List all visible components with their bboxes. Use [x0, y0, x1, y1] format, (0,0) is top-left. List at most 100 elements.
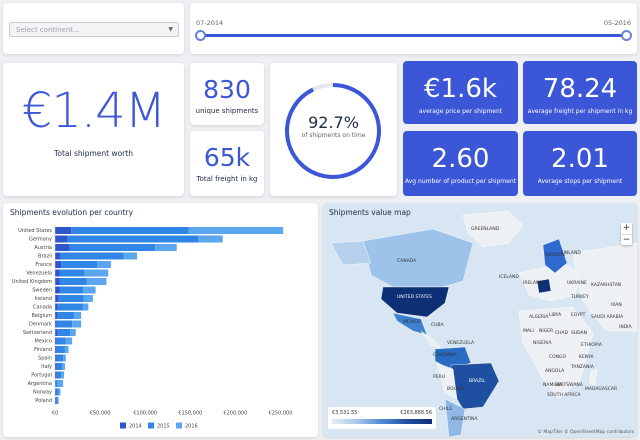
stacked-bar-chart: United States Germany Austria Brazil France V… — [12, 225, 292, 430]
map-legend-gradient — [332, 419, 432, 424]
bar-segment-2014 — [55, 244, 70, 251]
slider-start-label: 07-2014 — [196, 19, 224, 27]
map-legend: €3,531.55 €263,888.56 — [328, 407, 436, 429]
map-title: Shipments value map — [329, 208, 411, 217]
bar-segment-2015 — [55, 380, 58, 387]
avg-stops-card: 2.01 Average stops per shipment — [523, 131, 637, 196]
map-label-madagascar: MADAGASCAR — [585, 387, 618, 392]
bar-segment-2015 — [56, 320, 73, 328]
bar-segment-2015 — [59, 269, 85, 277]
continent-select-placeholder: Select continent... — [16, 26, 80, 34]
bar-segment-2015 — [56, 337, 66, 345]
x-tick-label: €50,000 — [90, 411, 111, 417]
bar-segment-2016 — [73, 312, 82, 319]
bar-segment-2016 — [86, 278, 107, 285]
y-tick-label: Mexico — [35, 339, 52, 345]
bar-segment-2014 — [55, 388, 56, 396]
bar-segment-2014 — [55, 303, 58, 311]
map-label-finland: FINLAND — [561, 251, 581, 256]
y-tick-label: Sweden — [32, 288, 52, 294]
y-tick-label: Norway — [33, 390, 52, 396]
map-label-peru: PERU — [433, 375, 445, 380]
continent-select[interactable]: Select continent... ▼ — [9, 22, 179, 37]
slider-end-label: 05-2016 — [603, 19, 631, 27]
y-tick-label: Austria — [34, 245, 52, 251]
avg-freight-card: 78.24 average freight per shipment in kg — [523, 61, 637, 124]
map-label-chile: CHILE — [439, 407, 453, 412]
map-label-india: INDIA — [619, 325, 632, 330]
zoom-in-button[interactable]: + — [622, 223, 631, 233]
map-label-chad: CHAD — [555, 331, 569, 336]
avg-products-card: 2.60 Avg number of product per shipment — [403, 131, 518, 196]
slider-start-handle[interactable] — [195, 30, 206, 41]
map-label-canada: CANADA — [397, 259, 417, 264]
bar-segment-2014 — [55, 295, 59, 302]
total-worth-value: €1.4M — [21, 83, 166, 139]
avg-freight-value: 78.24 — [542, 74, 618, 104]
map-label-mexico: MEXICO — [403, 320, 421, 325]
slider-track[interactable] — [200, 34, 627, 37]
x-tick-label: €200,000 — [223, 411, 247, 417]
map-label-algeria: ALGERIA — [529, 315, 549, 320]
bar-segment-2016 — [63, 354, 66, 362]
map-legend-min: €3,531.55 — [332, 410, 358, 416]
avg-products-value: 2.60 — [431, 144, 490, 174]
legend-swatch-2015 — [148, 422, 154, 429]
map-label-bolivia: BOLIVIA — [447, 387, 465, 392]
map-label-tanzania: TANZANIA — [571, 365, 594, 370]
bar-segment-2016 — [82, 303, 89, 311]
unique-shipments-card: 830 unique shipments — [190, 63, 264, 125]
map-label-colombia: COLOMBIA — [433, 353, 457, 358]
bar-segment-2015 — [57, 303, 83, 311]
map-mexico — [392, 312, 428, 336]
bar-segment-2014 — [55, 371, 57, 379]
bar-segment-2015 — [58, 295, 84, 302]
map-usa — [380, 286, 450, 318]
bar-segment-2015 — [69, 244, 156, 251]
map-label-kenya: KENYA — [579, 355, 594, 360]
bar-segment-2016 — [97, 261, 111, 268]
zoom-out-button[interactable]: − — [621, 234, 632, 245]
y-tick-label: Germany — [29, 237, 52, 243]
on-time-card: 92.7% of shipments on time — [270, 63, 397, 196]
slider-end-handle[interactable] — [621, 30, 632, 41]
bar-segment-2016 — [57, 380, 64, 387]
y-tick-label: Poland — [35, 398, 52, 404]
bar-segment-2014 — [55, 346, 57, 353]
legend-label-2014: 2014 — [129, 424, 142, 430]
avg-price-card: €1.6k average price per shipment — [403, 61, 518, 124]
bar-segment-2014 — [55, 227, 72, 234]
y-tick-label: Canada — [33, 305, 52, 311]
map-label-united-states: UNITED STATES — [397, 295, 432, 300]
map-argentina-chile — [444, 398, 466, 437]
bar-segment-2016 — [198, 235, 223, 243]
unique-shipments-label: unique shipments — [195, 107, 259, 115]
map-label-sudan: SUDAN — [571, 331, 587, 336]
bar-segment-2016 — [62, 363, 65, 370]
shipments-by-country-chart-card: Shipments evolution per country United S… — [3, 203, 318, 437]
y-tick-label: Finland — [34, 347, 52, 353]
map-label-saudi-arabia: SAUDI ARABIA — [591, 315, 624, 320]
avg-stops-label: Average stops per shipment — [537, 178, 623, 185]
total-freight-card: 65k Total freight in kg — [190, 131, 264, 196]
map-label-angola: ANGOLA — [545, 369, 565, 374]
map-africa — [518, 306, 594, 400]
map-label-namibia: NAMIBIA — [543, 383, 563, 388]
map-asia — [572, 242, 637, 332]
y-tick-label: Ireland — [35, 296, 52, 302]
y-tick-label: Belgium — [32, 313, 53, 319]
map-label-iran: IRAN — [611, 303, 622, 308]
bar-segment-2014 — [55, 337, 57, 345]
world-map[interactable] — [323, 203, 637, 437]
bar-segment-2015 — [60, 252, 124, 260]
map-legend-max: €263,888.56 — [400, 410, 432, 416]
map-canada — [362, 228, 474, 288]
y-tick-label: Argentina — [28, 381, 52, 387]
bar-segment-2014 — [55, 320, 57, 328]
map-label-south-africa: SOUTH AFRICA — [547, 393, 581, 398]
map-label-egypt: EGYPT — [571, 313, 586, 318]
bar-segment-2014 — [55, 354, 57, 362]
total-worth-label: Total shipment worth — [54, 149, 133, 158]
map-label-libya: LIBYA — [549, 313, 562, 318]
bar-segment-2014 — [55, 397, 56, 404]
